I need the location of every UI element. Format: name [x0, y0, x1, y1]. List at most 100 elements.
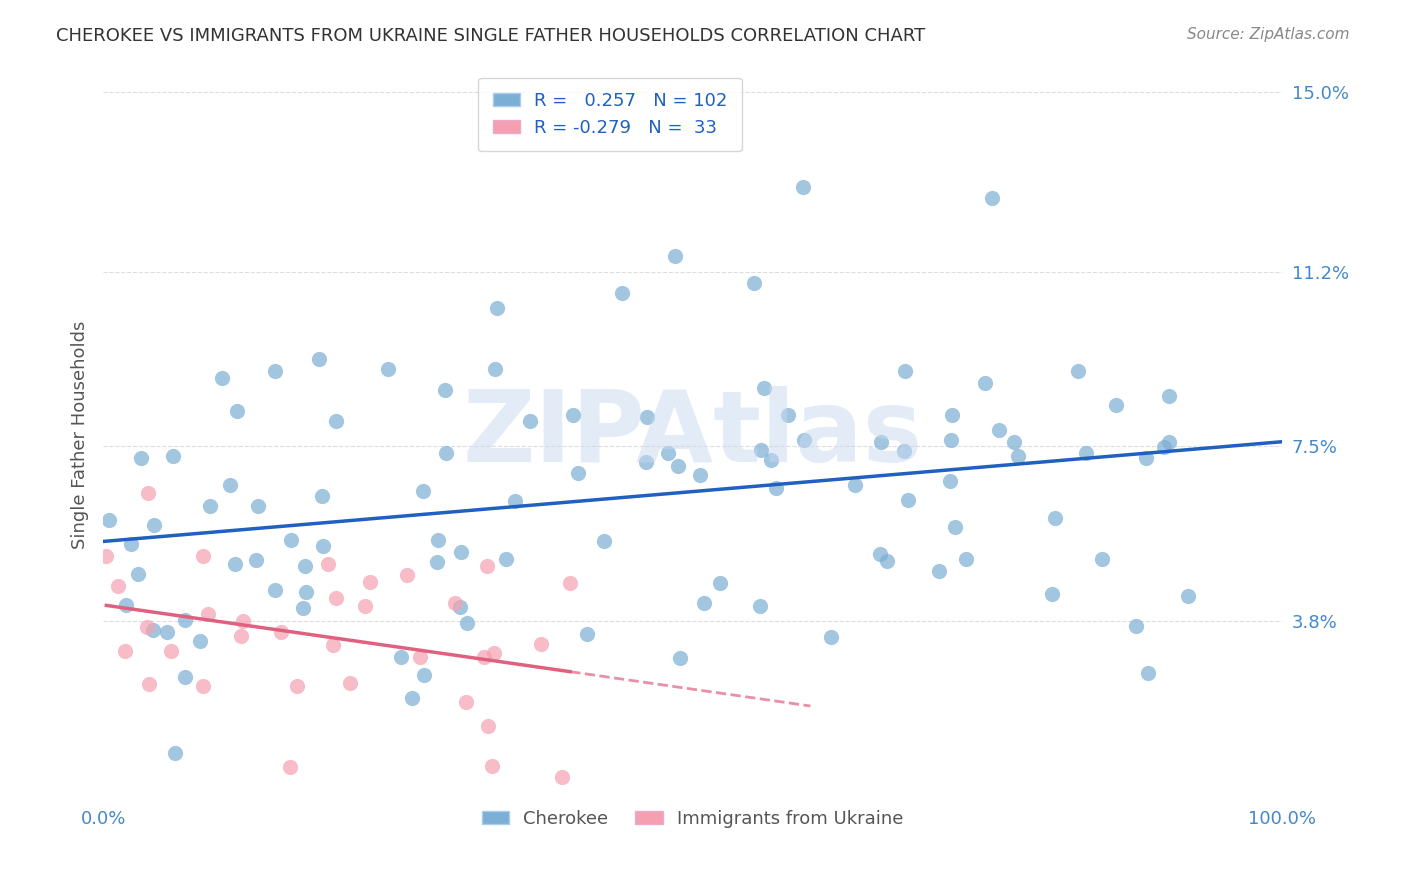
Point: [190, 633, 212, 648]
Point: [433, 384, 456, 398]
Point: [486, 301, 509, 315]
Point: [666, 459, 689, 474]
Point: [939, 474, 962, 488]
Text: ZIPAtlas: ZIPAtlas: [463, 386, 922, 483]
Point: [844, 477, 866, 491]
Point: [893, 444, 915, 458]
Point: [939, 433, 962, 447]
Point: [136, 619, 159, 633]
Point: [896, 493, 918, 508]
Point: [456, 615, 478, 630]
Point: [876, 554, 898, 568]
Point: [226, 403, 249, 417]
Point: [869, 547, 891, 561]
Point: [657, 446, 679, 460]
Point: [263, 582, 285, 597]
Point: [325, 414, 347, 428]
Point: [1135, 450, 1157, 465]
Point: [870, 435, 893, 450]
Point: [749, 599, 772, 614]
Point: [955, 552, 977, 566]
Point: [107, 579, 129, 593]
Point: [634, 455, 657, 469]
Point: [316, 557, 339, 571]
Point: [610, 286, 633, 301]
Point: [1067, 363, 1090, 377]
Point: [793, 433, 815, 447]
Point: [291, 600, 314, 615]
Point: [765, 481, 787, 495]
Point: [475, 559, 498, 574]
Point: [114, 644, 136, 658]
Point: [143, 517, 166, 532]
Point: [482, 646, 505, 660]
Point: [322, 639, 344, 653]
Point: [311, 489, 333, 503]
Point: [1125, 619, 1147, 633]
Point: [246, 499, 269, 513]
Point: [396, 567, 419, 582]
Point: [353, 599, 375, 613]
Point: [389, 650, 412, 665]
Point: [434, 446, 457, 460]
Point: [229, 629, 252, 643]
Point: [1105, 399, 1128, 413]
Point: [503, 494, 526, 508]
Point: [980, 191, 1002, 205]
Point: [98, 513, 121, 527]
Point: [669, 650, 692, 665]
Point: [270, 625, 292, 640]
Point: [450, 545, 472, 559]
Point: [339, 675, 361, 690]
Point: [792, 179, 814, 194]
Point: [689, 467, 711, 482]
Point: [1091, 551, 1114, 566]
Point: [156, 624, 179, 639]
Point: [162, 449, 184, 463]
Point: [988, 423, 1011, 437]
Point: [759, 453, 782, 467]
Point: [163, 746, 186, 760]
Point: [752, 382, 775, 396]
Point: [426, 533, 449, 547]
Text: Source: ZipAtlas.com: Source: ZipAtlas.com: [1187, 27, 1350, 42]
Point: [693, 597, 716, 611]
Point: [636, 409, 658, 424]
Point: [1040, 587, 1063, 601]
Point: [409, 650, 432, 665]
Point: [941, 408, 963, 422]
Legend: Cherokee, Immigrants from Ukraine: Cherokee, Immigrants from Ukraine: [474, 803, 911, 835]
Point: [551, 770, 574, 784]
Point: [136, 486, 159, 500]
Point: [413, 668, 436, 682]
Point: [709, 575, 731, 590]
Point: [224, 557, 246, 571]
Point: [311, 540, 333, 554]
Point: [96, 549, 118, 564]
Point: [160, 644, 183, 658]
Point: [1076, 445, 1098, 459]
Point: [575, 626, 598, 640]
Point: [120, 537, 142, 551]
Point: [211, 371, 233, 385]
Point: [197, 607, 219, 621]
Point: [412, 483, 434, 498]
Point: [928, 564, 950, 578]
Point: [444, 595, 467, 609]
Y-axis label: Single Father Households: Single Father Households: [72, 320, 89, 549]
Point: [401, 690, 423, 705]
Point: [173, 613, 195, 627]
Point: [138, 677, 160, 691]
Point: [285, 679, 308, 693]
Point: [778, 408, 800, 422]
Point: [219, 478, 242, 492]
Point: [232, 614, 254, 628]
Point: [484, 362, 506, 376]
Point: [142, 623, 165, 637]
Point: [193, 679, 215, 693]
Point: [477, 718, 499, 732]
Point: [894, 363, 917, 377]
Point: [1153, 440, 1175, 454]
Point: [129, 450, 152, 465]
Point: [1007, 449, 1029, 463]
